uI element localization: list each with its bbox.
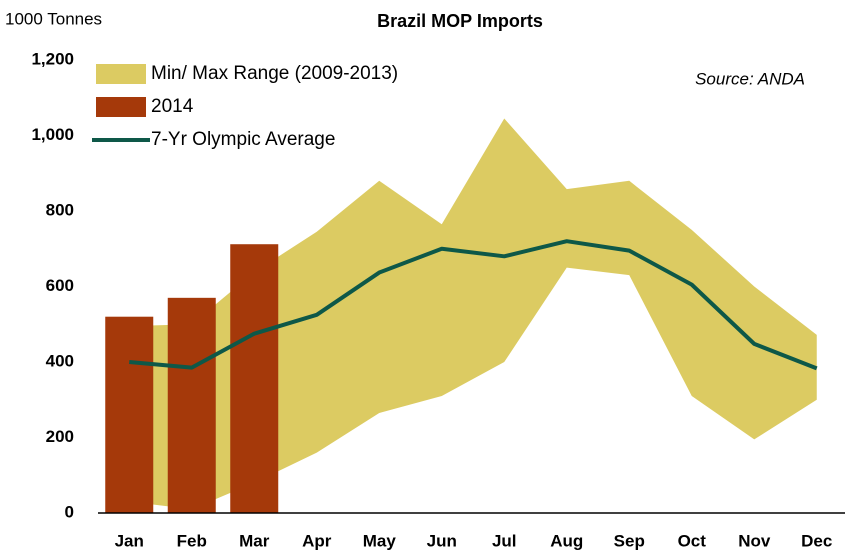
legend-swatch [96, 97, 146, 117]
legend-label: Min/ Max Range (2009-2013) [151, 63, 398, 84]
line [129, 239, 818, 371]
bar [167, 297, 216, 513]
range-area [129, 118, 817, 510]
y-tick-label: 200 [46, 427, 74, 446]
y-tick-label: 0 [65, 502, 74, 521]
x-tick-label: Jun [427, 531, 457, 550]
x-tick-label: May [363, 531, 397, 550]
x-tick-label: Apr [302, 531, 332, 550]
y-tick-label: 1,200 [31, 49, 74, 68]
legend-swatch [96, 64, 146, 84]
annotation: Source: ANDA [695, 69, 805, 88]
x-tick-label: Aug [550, 531, 583, 550]
x-tick-label: Mar [239, 531, 270, 550]
x-tick-label: Oct [678, 531, 707, 550]
x-tick-label: Sep [614, 531, 645, 550]
y-tick-label: 600 [46, 276, 74, 295]
x-tick-label: Feb [177, 531, 207, 550]
y-axis-label: 1000 Tonnes [5, 9, 102, 28]
legend-label: 7-Yr Olympic Average [151, 129, 335, 150]
y-tick-label: 800 [46, 200, 74, 219]
chart-title: Brazil MOP Imports [377, 11, 543, 31]
legend-label: 2014 [151, 96, 194, 117]
x-tick-label: Nov [738, 531, 771, 550]
x-tick-label: Jul [492, 531, 517, 550]
y-tick-label: 400 [46, 351, 74, 370]
x-tick-label: Dec [801, 531, 832, 550]
bar [105, 316, 154, 513]
y-tick-label: 1,000 [31, 125, 74, 144]
x-tick-label: Jan [115, 531, 144, 550]
bar [230, 244, 279, 513]
